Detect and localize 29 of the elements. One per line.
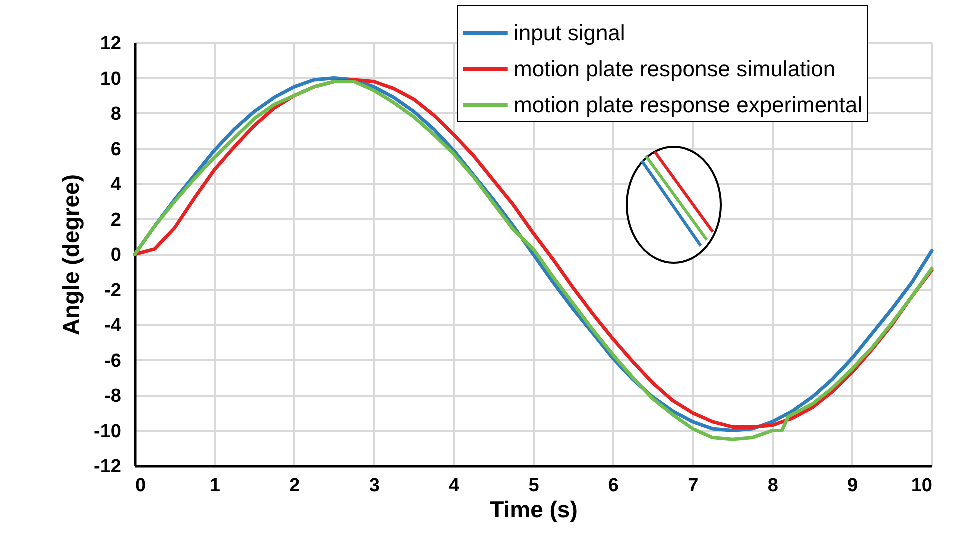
y-tick-label: 2 (110, 210, 122, 231)
x-tick-label: 4 (449, 476, 460, 496)
x-tick-label: 0 (136, 476, 146, 496)
x-tick-label: 2 (290, 476, 300, 496)
y-tick-label: -12 (94, 456, 122, 478)
legend-label: input signal (514, 20, 626, 46)
y-tick-label: -2 (104, 280, 122, 302)
x-tick-label: 6 (608, 476, 619, 496)
x-tick-label: 8 (768, 476, 778, 496)
legend-label: motion plate response experimental (514, 92, 863, 118)
y-tick-label: -6 (104, 350, 122, 372)
y-axis-title: Angle (degree) (58, 174, 84, 336)
x-tick-label: 10 (911, 476, 932, 496)
y-tick-label: -4 (104, 316, 122, 336)
y-tick-label: 10 (100, 68, 122, 90)
x-tick-label: 9 (848, 476, 858, 496)
legend-label: motion plate response simulation (514, 56, 836, 82)
y-tick-label: 4 (110, 174, 122, 196)
y-tick-label: 8 (110, 104, 122, 125)
x-axis-title: Time (s) (490, 496, 578, 522)
y-tick-label: -10 (94, 421, 122, 442)
x-tick-label: 7 (688, 476, 699, 496)
y-tick-label: 0 (110, 245, 122, 266)
y-tick-label: -8 (104, 386, 122, 407)
y-tick-label: 6 (110, 139, 122, 160)
x-tick-label: 3 (369, 476, 380, 496)
x-tick-label: 5 (528, 476, 540, 496)
x-tick-label: 1 (210, 476, 221, 496)
y-tick-label: 12 (100, 34, 122, 54)
